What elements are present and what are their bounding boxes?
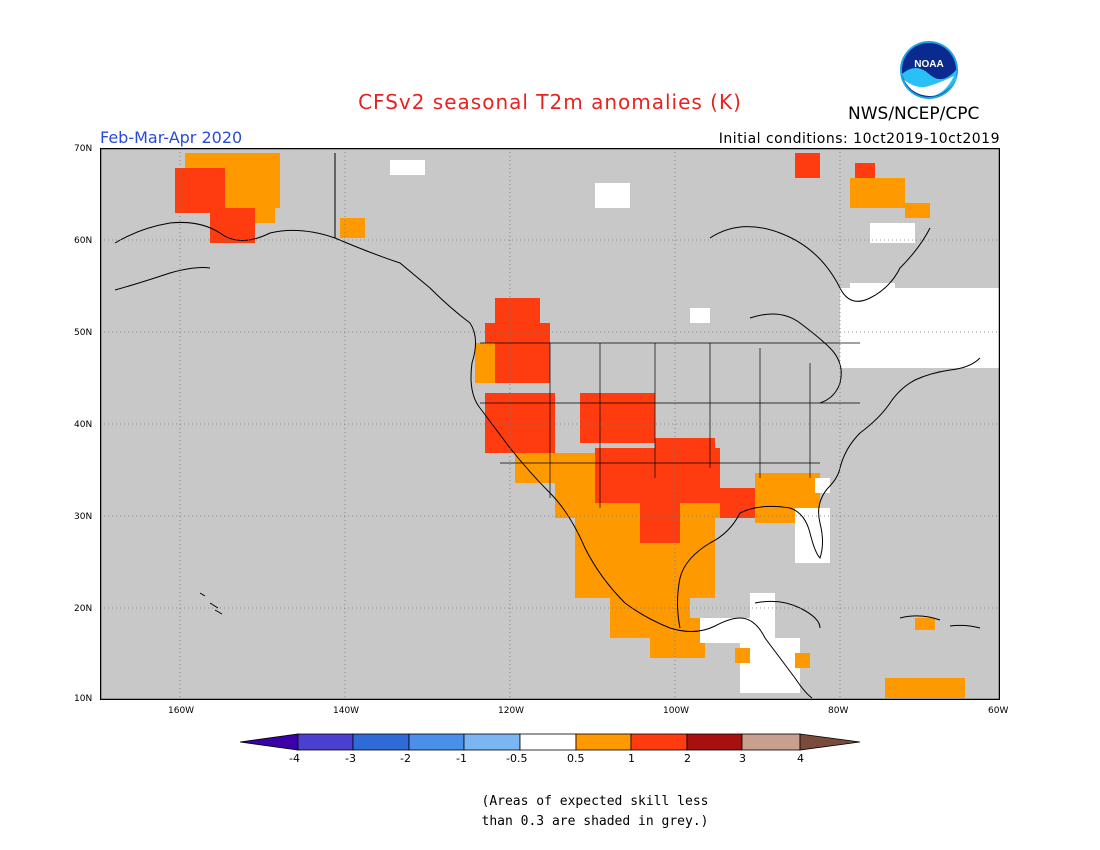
colorbar-tick: 3: [739, 752, 746, 765]
skill-note: (Areas of expected skill less than 0.3 a…: [0, 792, 1100, 832]
coastline-outlines: [114, 153, 981, 699]
lat-label-30n: 30N: [74, 512, 93, 522]
colorbar-left-arrow: [240, 733, 299, 751]
colorbar-tick: 2: [684, 752, 691, 765]
initial-conditions: Initial conditions: 10ct2019-10ct2019: [718, 131, 1000, 147]
colorbar-tick: 4: [797, 752, 804, 765]
lat-label-60n: 60N: [74, 236, 93, 246]
colorbar: [240, 733, 861, 751]
lon-label-140w: 140W: [333, 706, 360, 716]
lat-label-70n: 70N: [74, 144, 93, 154]
map-frame: [100, 148, 1000, 700]
colorbar-right-arrow: [799, 733, 861, 751]
lon-label-160w: 160W: [168, 706, 195, 716]
logo-text: NOAA: [914, 59, 943, 70]
anomaly-map: [100, 148, 1000, 700]
lon-label-80w: 80W: [828, 706, 849, 716]
colorbar-tick: -3: [345, 752, 356, 765]
lat-label-20n: 20N: [74, 604, 93, 614]
forecast-period: Feb-Mar-Apr 2020: [100, 128, 243, 147]
colorbar-tick: 1: [628, 752, 635, 765]
lat-label-10n: 10N: [74, 694, 93, 704]
agency-credit: NWS/NCEP/CPC: [848, 104, 980, 124]
colorbar-tick: -1: [456, 752, 467, 765]
lon-label-100w: 100W: [663, 706, 690, 716]
colorbar-tick: -4: [289, 752, 300, 765]
grid-lines: [100, 148, 1000, 700]
anomaly-shading: [175, 153, 1000, 698]
map-title: CFSv2 seasonal T2m anomalies (K): [358, 90, 742, 114]
lat-label-40n: 40N: [74, 420, 93, 430]
lon-label-120w: 120W: [498, 706, 525, 716]
colorbar-tick: 0.5: [567, 752, 585, 765]
skill-note-line2: than 0.3 are shaded in grey.): [481, 814, 709, 829]
colorbar-tick: -2: [400, 752, 411, 765]
noaa-logo: NOAA: [900, 41, 958, 99]
colorbar-tick: -0.5: [506, 752, 528, 765]
state-borders: [480, 342, 860, 508]
lat-label-50n: 50N: [74, 328, 93, 338]
lon-label-60w: 60W: [988, 706, 1009, 716]
skill-note-line1: (Areas of expected skill less: [481, 794, 709, 809]
